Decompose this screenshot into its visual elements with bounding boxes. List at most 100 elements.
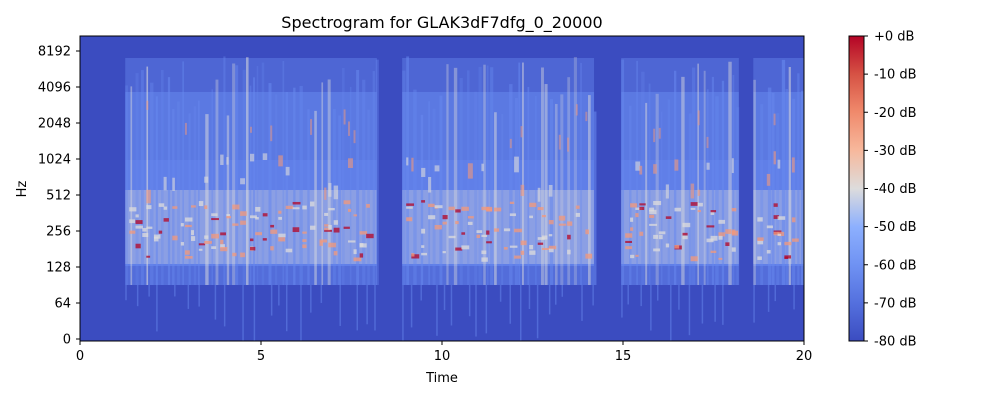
spectrogram-hf-energy	[509, 138, 512, 149]
spectrogram-harmonic	[292, 201, 301, 205]
y-tick-label: 1024	[38, 153, 71, 168]
spectrogram-drip	[753, 285, 755, 323]
spectrogram-streak	[792, 98, 796, 285]
spectrogram-streak	[432, 108, 436, 285]
spectrogram-harmonic	[135, 220, 143, 224]
spectrogram-band-voice	[402, 190, 595, 264]
spectrogram-harmonic	[575, 205, 580, 209]
spectrogram-harmonic	[649, 223, 658, 226]
spectrogram-streak	[406, 56, 410, 285]
spectrogram-harmonic	[129, 219, 136, 224]
spectrogram-drip	[148, 285, 150, 297]
spectrogram-streak	[728, 61, 732, 285]
spectrogram-drip	[592, 285, 594, 306]
spectrogram-harmonic	[558, 223, 567, 226]
spectrogram-harmonic	[791, 238, 799, 242]
spectrogram-harmonic	[255, 232, 263, 236]
spectrogram-harmonic	[494, 228, 500, 232]
spectrogram-harmonic	[773, 215, 779, 219]
spectrogram-harmonic	[461, 206, 469, 211]
y-axis: 0 64 128 256 512 1024 2048 4096 8192	[38, 45, 80, 348]
spectrogram-harmonic	[434, 205, 443, 209]
spectrogram-harmonic	[567, 249, 571, 255]
spectrogram-streak	[587, 95, 591, 285]
spectrogram-streak	[413, 89, 417, 285]
spectrogram-harmonic	[353, 249, 357, 255]
spectrogram-streak	[428, 101, 431, 285]
spectrogram-harmonic	[421, 228, 426, 234]
spectrogram-streak	[776, 113, 780, 285]
spectrogram-drip	[509, 285, 512, 324]
spectrogram-drip	[125, 285, 127, 301]
y-tick-label: 2048	[38, 117, 71, 132]
spectrogram-harmonic	[649, 207, 655, 212]
spectrogram-harmonic	[406, 203, 415, 206]
spectrogram-harmonic	[302, 244, 307, 249]
spectrogram-harmonic	[731, 208, 737, 212]
x-axis-label: Time	[425, 371, 458, 386]
spectrogram-streak	[223, 56, 226, 285]
spectrogram-streak	[781, 59, 786, 285]
spectrogram-harmonic	[129, 207, 137, 212]
spectrogram-streak	[483, 64, 486, 285]
spectrogram-harmonic	[146, 205, 152, 210]
spectrogram-drip	[174, 285, 176, 297]
spectrogram-drip	[722, 285, 724, 325]
spectrogram-harmonic	[682, 222, 691, 228]
spectrogram-formant	[434, 165, 440, 172]
spectrogram-harmonic	[270, 224, 275, 228]
spectrogram-harmonic	[324, 212, 329, 216]
y-tick-label: 128	[46, 261, 71, 276]
spectrogram-harmonic	[731, 229, 736, 235]
spectrogram-harmonic	[625, 233, 633, 238]
spectrogram-harmonic	[710, 211, 715, 215]
spectrogram-formant	[467, 163, 473, 179]
spectrogram-harmonic	[791, 217, 796, 223]
spectrogram-harmonic	[665, 216, 672, 219]
spectrogram-hf-energy	[520, 126, 523, 138]
spectrogram-streak	[629, 105, 632, 285]
spectrogram-streak	[580, 62, 583, 286]
spectrogram-harmonic	[520, 250, 525, 255]
spectrogram-streak	[197, 100, 200, 285]
spectrogram-harmonic	[135, 243, 141, 249]
spectrogram-streak	[356, 69, 360, 285]
spectrogram-harmonic	[302, 205, 307, 210]
spectrogram-harmonic	[428, 203, 435, 208]
spectrogram-drip	[198, 285, 200, 307]
spectrogram-streak	[767, 87, 772, 285]
spectrogram-hf-energy	[658, 127, 661, 139]
spectrogram-harmonic	[690, 207, 696, 210]
spectrogram-harmonic	[481, 257, 488, 262]
spectrogram-drip	[468, 285, 471, 317]
spectrogram-formant	[285, 166, 290, 176]
spectrogram-harmonic	[240, 252, 246, 258]
spectrogram-harmonic	[184, 224, 192, 228]
spectrogram-streak	[736, 107, 740, 285]
spectrogram-formant	[421, 167, 426, 177]
spectrogram-streak	[446, 64, 449, 285]
spectrogram-harmonic	[270, 246, 274, 251]
colorbar-tick-label: -20 dB	[874, 106, 917, 121]
spectrogram-band-lowmid	[753, 160, 804, 266]
spectrogram-harmonic	[461, 245, 470, 250]
spectrogram-harmonic	[777, 233, 781, 236]
spectrogram-drip	[793, 285, 795, 310]
spectrogram-streak	[721, 80, 725, 285]
spectrogram-streak	[797, 73, 800, 285]
spectrogram-streak	[338, 115, 342, 285]
spectrogram-drip	[410, 285, 413, 328]
spectrogram-harmonic	[773, 203, 778, 207]
spectrogram-harmonic	[682, 235, 688, 240]
spectrogram-harmonic	[172, 206, 178, 209]
spectrogram-harmonic	[158, 230, 163, 234]
spectrogram-harmonic	[292, 207, 300, 210]
spectrogram-harmonic	[411, 253, 415, 257]
colorbar-tick-label: -80 dB	[874, 335, 917, 350]
spectrogram-harmonic	[630, 217, 634, 222]
y-tick-label: 64	[54, 297, 71, 312]
spectrogram-drip	[678, 285, 680, 310]
spectrogram-band-low	[402, 266, 595, 285]
spectrogram-harmonic	[448, 206, 455, 211]
